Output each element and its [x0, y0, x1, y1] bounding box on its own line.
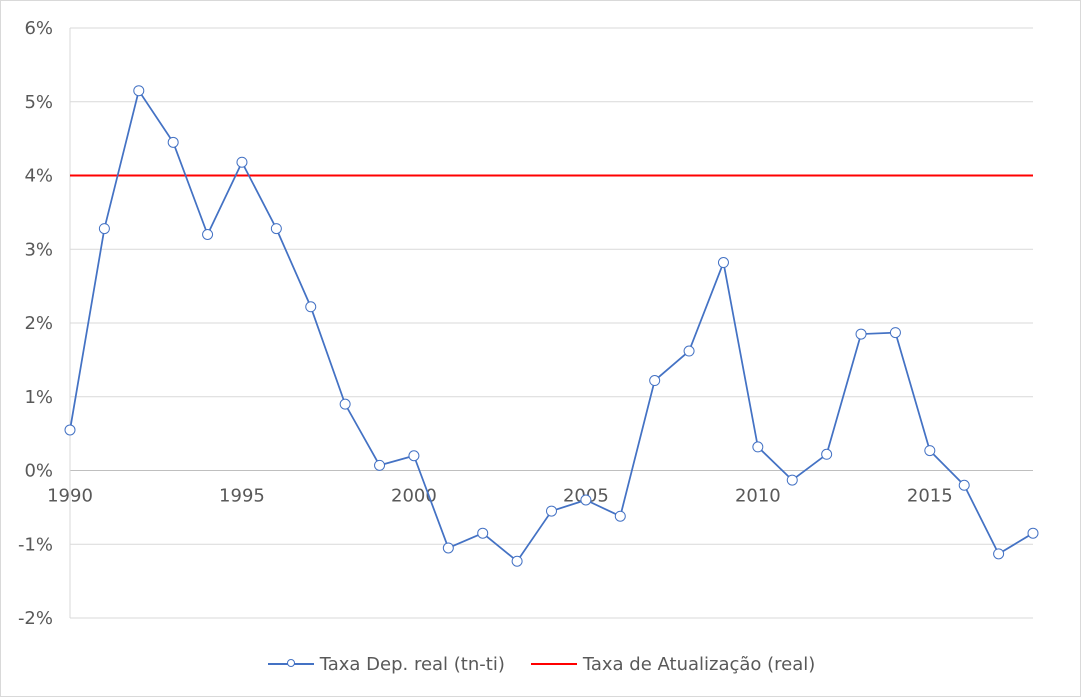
legend-label-series-1: Taxa Dep. real (tn-ti): [319, 653, 505, 675]
data-point-1992: [133, 85, 145, 97]
series-line-taxa-dep-real: [69, 89, 1034, 563]
data-point-2016: [958, 479, 970, 491]
data-point-1991: [98, 223, 110, 235]
data-point-2005: [580, 494, 592, 506]
y-tick-label-0: -2%: [18, 608, 53, 629]
data-point-2002: [477, 527, 489, 539]
data-point-1999: [374, 459, 386, 471]
x-tick-label-2: 2000: [391, 486, 437, 507]
legend-line-icon-series-1: [267, 659, 314, 667]
data-point-2015: [924, 445, 936, 457]
y-tick-label-2: 0%: [24, 461, 53, 482]
data-point-2001: [442, 542, 454, 554]
x-tick-label-0: 1990: [47, 486, 93, 507]
data-point-2004: [546, 505, 557, 517]
y-tick-label-6: 4%: [24, 166, 53, 187]
data-point-1990: [64, 424, 76, 436]
legend-marker-icon-series-1: [286, 659, 295, 667]
legend: Taxa Dep. real (tn-ti) Taxa de Atualizaç…: [1, 650, 1081, 678]
data-point-2013: [855, 328, 867, 340]
data-point-2008: [683, 345, 695, 357]
legend-line-icon-series-2: [530, 663, 577, 665]
data-point-2014: [889, 327, 901, 339]
y-tick-label-7: 5%: [24, 92, 53, 113]
x-tick-label-1: 1995: [219, 486, 265, 507]
data-point-2007: [649, 375, 661, 387]
y-tick-label-5: 3%: [24, 239, 53, 260]
data-point-1996: [270, 223, 282, 235]
data-point-2011: [786, 474, 798, 486]
legend-item-series-1: Taxa Dep. real (tn-ti): [267, 653, 505, 675]
y-tick-label-4: 2%: [24, 313, 53, 334]
x-tick-label-4: 2010: [735, 486, 781, 507]
data-point-2006: [614, 510, 626, 522]
data-point-2010: [752, 441, 764, 453]
x-tick-label-5: 2015: [907, 486, 953, 507]
data-point-1997: [305, 301, 317, 313]
data-point-2012: [821, 448, 833, 460]
data-point-1993: [167, 136, 179, 148]
y-tick-label-8: 6%: [24, 18, 53, 39]
legend-label-series-2: Taxa de Atualização (real): [582, 653, 816, 675]
data-point-1994: [202, 229, 214, 240]
y-tick-label-3: 1%: [24, 387, 53, 408]
y-tick-label-1: -1%: [18, 534, 53, 555]
data-point-2003: [511, 555, 523, 567]
legend-item-series-2: Taxa de Atualização (real): [530, 653, 816, 675]
data-point-1998: [339, 398, 351, 410]
data-point-2017: [993, 548, 1005, 560]
data-point-2009: [717, 257, 729, 269]
data-point-2000: [408, 450, 420, 462]
data-point-2018: [1027, 527, 1039, 539]
data-point-1995: [236, 156, 248, 168]
